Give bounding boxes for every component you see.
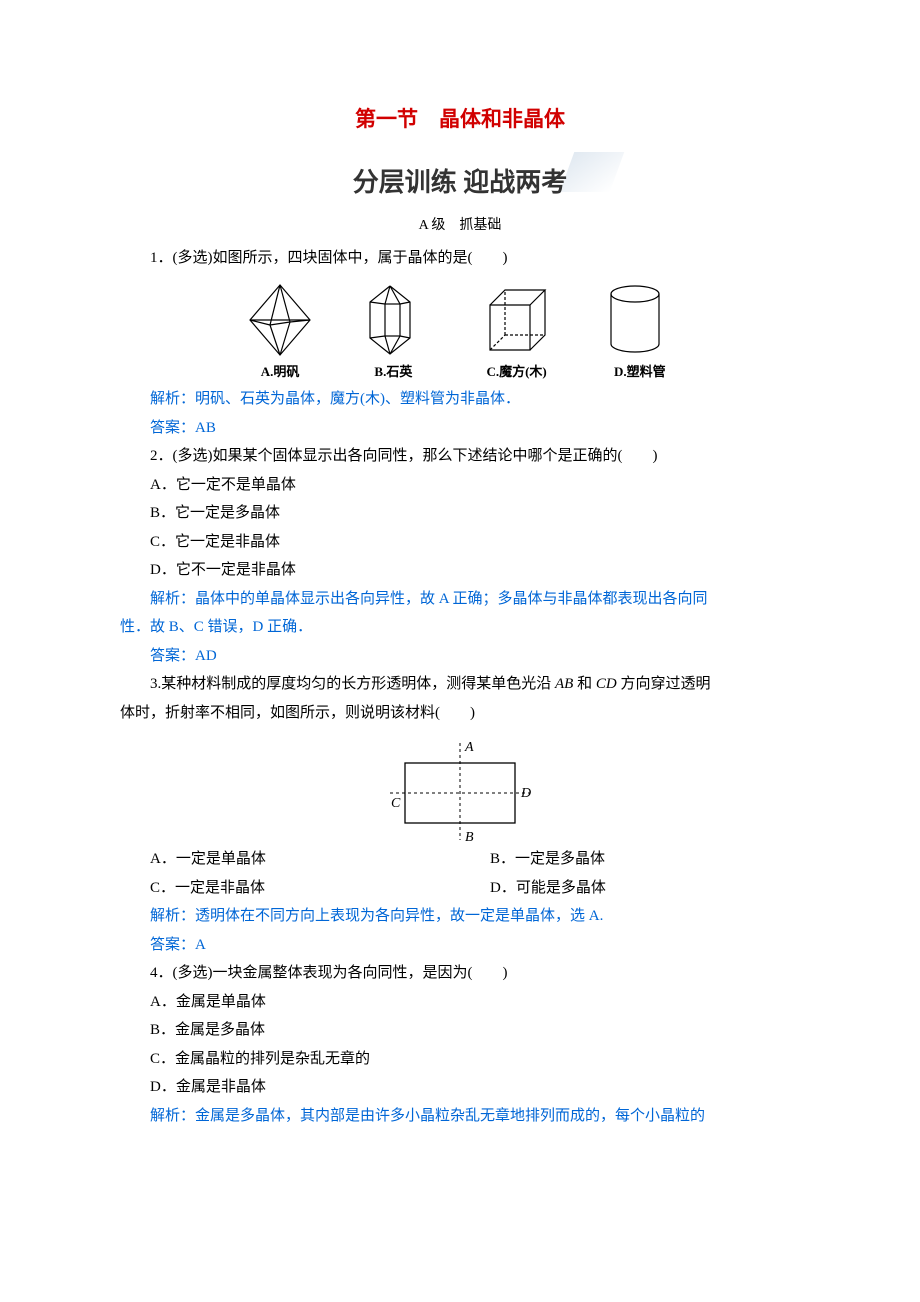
q3-fig-label-c: C bbox=[391, 796, 401, 811]
q1-label-b: B.石英 bbox=[338, 360, 448, 385]
q3-opt-row-2: C．一定是非晶体 D．可能是多晶体 bbox=[120, 874, 800, 903]
q3-fig-label-b: B bbox=[465, 830, 474, 845]
q2-opt-d: D．它不一定是非晶体 bbox=[120, 556, 800, 585]
q3-stem-1b: 和 bbox=[573, 676, 596, 692]
q3-stem-line2: 体时，折射率不相同，如图所示，则说明该材料( ) bbox=[120, 699, 800, 728]
q2-answer: 答案：AD bbox=[120, 642, 800, 671]
shape-octahedron-icon bbox=[250, 285, 310, 355]
q3-svg: A B C D bbox=[365, 735, 555, 845]
q1-answer: 答案：AB bbox=[120, 414, 800, 443]
q2-analysis-1: 解析：晶体中的单晶体显示出各向异性，故 A 正确；多晶体与非晶体都表现出各向同 bbox=[120, 585, 800, 614]
q2-opt-b: B．它一定是多晶体 bbox=[120, 499, 800, 528]
shape-cube-icon bbox=[490, 290, 545, 350]
q1-stem: 1．(多选)如图所示，四块固体中，属于晶体的是( ) bbox=[120, 244, 800, 273]
q3-opt-d: D．可能是多晶体 bbox=[460, 874, 800, 903]
q3-opt-a: A．一定是单晶体 bbox=[120, 845, 460, 874]
shape-cylinder-icon bbox=[611, 286, 659, 352]
q3-fig-label-a: A bbox=[464, 740, 474, 755]
q1-fig-labels: A.明矾 B.石英 C.魔方(木) D.塑料管 bbox=[120, 360, 800, 385]
q3-answer: 答案：A bbox=[120, 931, 800, 960]
q1-label-a: A.明矾 bbox=[225, 360, 335, 385]
banner-text: 分层训练 迎战两考 bbox=[313, 158, 608, 207]
q4-stem: 4．(多选)一块金属整体表现为各向同性，是因为( ) bbox=[120, 959, 800, 988]
banner: 分层训练 迎战两考 bbox=[120, 158, 800, 207]
q4-opt-b: B．金属是多晶体 bbox=[120, 1016, 800, 1045]
q3-opt-b: B．一定是多晶体 bbox=[460, 845, 800, 874]
q3-stem-1c: 方向穿过透明 bbox=[617, 676, 711, 692]
q4-opt-d: D．金属是非晶体 bbox=[120, 1073, 800, 1102]
q1-label-d: D.塑料管 bbox=[585, 360, 695, 385]
q1-figures bbox=[120, 280, 800, 360]
q2-opt-a: A．它一定不是单晶体 bbox=[120, 471, 800, 500]
q3-fig-label-d: D bbox=[520, 786, 531, 801]
level-a: A 级 抓基础 bbox=[120, 213, 800, 240]
q3-opt-row-1: A．一定是单晶体 B．一定是多晶体 bbox=[120, 845, 800, 874]
q3-figure: A B C D bbox=[120, 735, 800, 845]
chapter-title: 第一节 晶体和非晶体 bbox=[120, 100, 800, 140]
q2-opt-c: C．它一定是非晶体 bbox=[120, 528, 800, 557]
q2-analysis-2: 性．故 B、C 错误，D 正确． bbox=[120, 613, 800, 642]
q3-cd: CD bbox=[596, 676, 617, 692]
q3-stem-1a: 3.某种材料制成的厚度均匀的长方形透明体，测得某单色光沿 bbox=[150, 676, 555, 692]
q4-analysis: 解析：金属是多晶体，其内部是由许多小晶粒杂乱无章地排列而成的，每个小晶粒的 bbox=[120, 1102, 800, 1131]
page: 第一节 晶体和非晶体 分层训练 迎战两考 A 级 抓基础 1．(多选)如图所示，… bbox=[0, 0, 920, 1190]
q1-analysis: 解析：明矾、石英为晶体，魔方(木)、塑料管为非晶体． bbox=[120, 385, 800, 414]
q4-opt-a: A．金属是单晶体 bbox=[120, 988, 800, 1017]
q3-stem-line1: 3.某种材料制成的厚度均匀的长方形透明体，测得某单色光沿 AB 和 CD 方向穿… bbox=[120, 670, 800, 699]
q1-label-c: C.魔方(木) bbox=[452, 360, 582, 385]
q4-opt-c: C．金属晶粒的排列是杂乱无章的 bbox=[120, 1045, 800, 1074]
q1-svg bbox=[230, 280, 690, 360]
shape-quartz-icon bbox=[370, 286, 410, 354]
q3-ab: AB bbox=[555, 676, 573, 692]
q3-opt-c: C．一定是非晶体 bbox=[120, 874, 460, 903]
q2-stem: 2．(多选)如果某个固体显示出各向同性，那么下述结论中哪个是正确的( ) bbox=[120, 442, 800, 471]
q3-analysis: 解析：透明体在不同方向上表现为各向异性，故一定是单晶体，选 A. bbox=[120, 902, 800, 931]
